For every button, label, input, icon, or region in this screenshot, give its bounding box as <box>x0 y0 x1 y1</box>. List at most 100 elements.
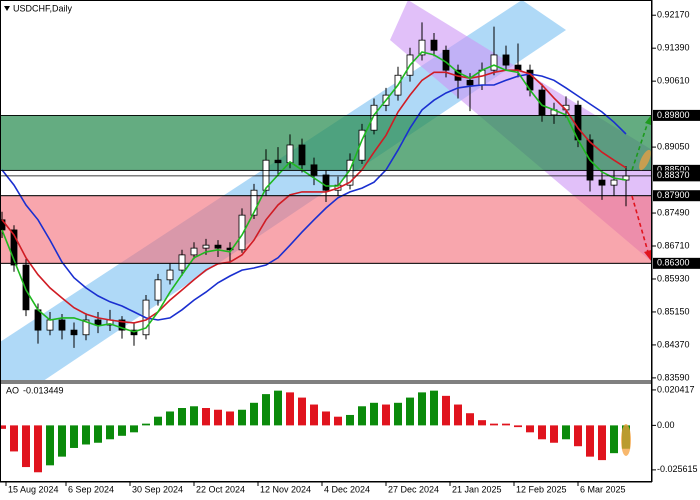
y-tick-label: 0.00 <box>657 420 675 430</box>
y-tick-label: 0.020417 <box>657 384 695 394</box>
candle-body <box>94 319 102 326</box>
frame <box>0 0 652 482</box>
y-tick-label: 0.85930 <box>657 273 690 283</box>
level-label: 0.88370 <box>657 170 690 180</box>
ao-bar <box>34 425 42 473</box>
ao-bar <box>274 390 282 426</box>
rising-channel <box>0 0 566 380</box>
ao-bar <box>94 425 102 443</box>
y-tick-label: 0.87490 <box>657 207 690 217</box>
x-tick-label: 6 Mar 2025 <box>580 484 626 494</box>
ao-bar <box>130 425 138 433</box>
ao-bar <box>562 425 570 440</box>
candle-body <box>274 159 282 164</box>
ao-bar <box>70 425 78 448</box>
candle-body <box>598 179 606 186</box>
candle-body <box>34 309 42 331</box>
chart-title: USDCHF,Daily <box>13 3 73 13</box>
plot: 0.92170 0.91390 0.90610 0.89050 0.87490 0.867… <box>0 10 700 494</box>
x-tick-label: 4 Dec 2024 <box>324 484 370 494</box>
menu-triangle <box>4 6 10 11</box>
x-tick-label: 30 Sep 2024 <box>132 484 183 494</box>
candle-body <box>154 279 162 301</box>
y-tick-label: 0.90610 <box>657 76 690 86</box>
ao-bar <box>298 397 306 426</box>
ao-bar <box>190 406 198 426</box>
ao-bar <box>238 409 246 426</box>
candle-body <box>118 319 126 331</box>
candle-body <box>10 229 18 266</box>
x-tick-label: 22 Oct 2024 <box>196 484 245 494</box>
candle-body <box>286 144 294 164</box>
highlight <box>639 149 651 171</box>
candle-body <box>610 179 618 186</box>
up-arrow <box>631 121 649 171</box>
y-tick-label: 0.85150 <box>657 306 690 316</box>
ao-bar <box>0 425 6 429</box>
y-tick-label: 0.92170 <box>657 10 690 20</box>
level-label: 0.87900 <box>657 190 690 200</box>
level-label: 0.89800 <box>657 110 690 120</box>
candle-body <box>250 189 258 216</box>
candle-body <box>298 144 306 166</box>
ao-bar <box>166 411 174 426</box>
x-tick-label: 12 Feb 2025 <box>516 484 567 494</box>
ao-bar <box>430 390 438 426</box>
ao-bar <box>142 423 150 426</box>
candle-body <box>22 264 30 311</box>
ao-bar <box>490 423 498 426</box>
ao-bar <box>322 411 330 426</box>
ao-bar <box>46 425 54 466</box>
ao-bar <box>418 392 426 426</box>
ao-bar <box>214 409 222 426</box>
ao-bar <box>442 395 450 426</box>
zone <box>0 114 653 171</box>
ao-bar <box>502 423 510 426</box>
y-tick-label: 0.89050 <box>657 141 690 151</box>
ao-bar <box>250 402 258 426</box>
moving-average <box>1 51 627 333</box>
indicator-value: -0.013449 <box>23 385 64 395</box>
candle-body <box>238 214 246 251</box>
ao-bar <box>574 425 582 447</box>
candle-body <box>466 79 474 86</box>
ao-bar <box>310 404 318 426</box>
x-tick-label: 27 Dec 2024 <box>388 484 439 494</box>
ao-bar <box>10 425 18 452</box>
level-label-box <box>653 257 700 269</box>
level-label-box <box>653 190 700 202</box>
x-tick-label: 21 Jan 2025 <box>452 484 502 494</box>
zone <box>0 195 653 264</box>
ao-bar <box>286 392 294 426</box>
ao-bar <box>58 425 66 457</box>
level-label: 0.88500 <box>657 165 690 175</box>
y-tick-label: 0.84370 <box>657 339 690 349</box>
ao-bar <box>370 402 378 426</box>
ao-bar <box>346 414 354 426</box>
ao-bar <box>262 394 270 426</box>
ao-bar <box>334 416 342 426</box>
candle-body <box>502 54 510 66</box>
ao-bar <box>106 425 114 440</box>
ao-bar <box>550 425 558 443</box>
ao-bar <box>226 411 234 426</box>
ao-bar <box>394 402 402 426</box>
x-tick-label: 6 Sep 2024 <box>68 484 114 494</box>
down-arrow <box>631 195 649 253</box>
ao-bar <box>22 425 30 468</box>
candle-body <box>190 247 198 256</box>
ao-bar <box>154 416 162 426</box>
candle-body <box>430 39 438 51</box>
level-label-box <box>653 170 700 182</box>
candle-body <box>310 164 318 176</box>
candle-body <box>82 319 90 336</box>
ao-bar <box>478 420 486 426</box>
ao-bar <box>358 406 366 426</box>
x-tick-label: 12 Nov 2024 <box>260 484 311 494</box>
y-tick-label: 0.83590 <box>657 372 690 382</box>
candle-body <box>166 269 174 281</box>
annotations <box>621 114 652 456</box>
ao-bar <box>406 397 414 426</box>
candle-body <box>262 159 270 191</box>
